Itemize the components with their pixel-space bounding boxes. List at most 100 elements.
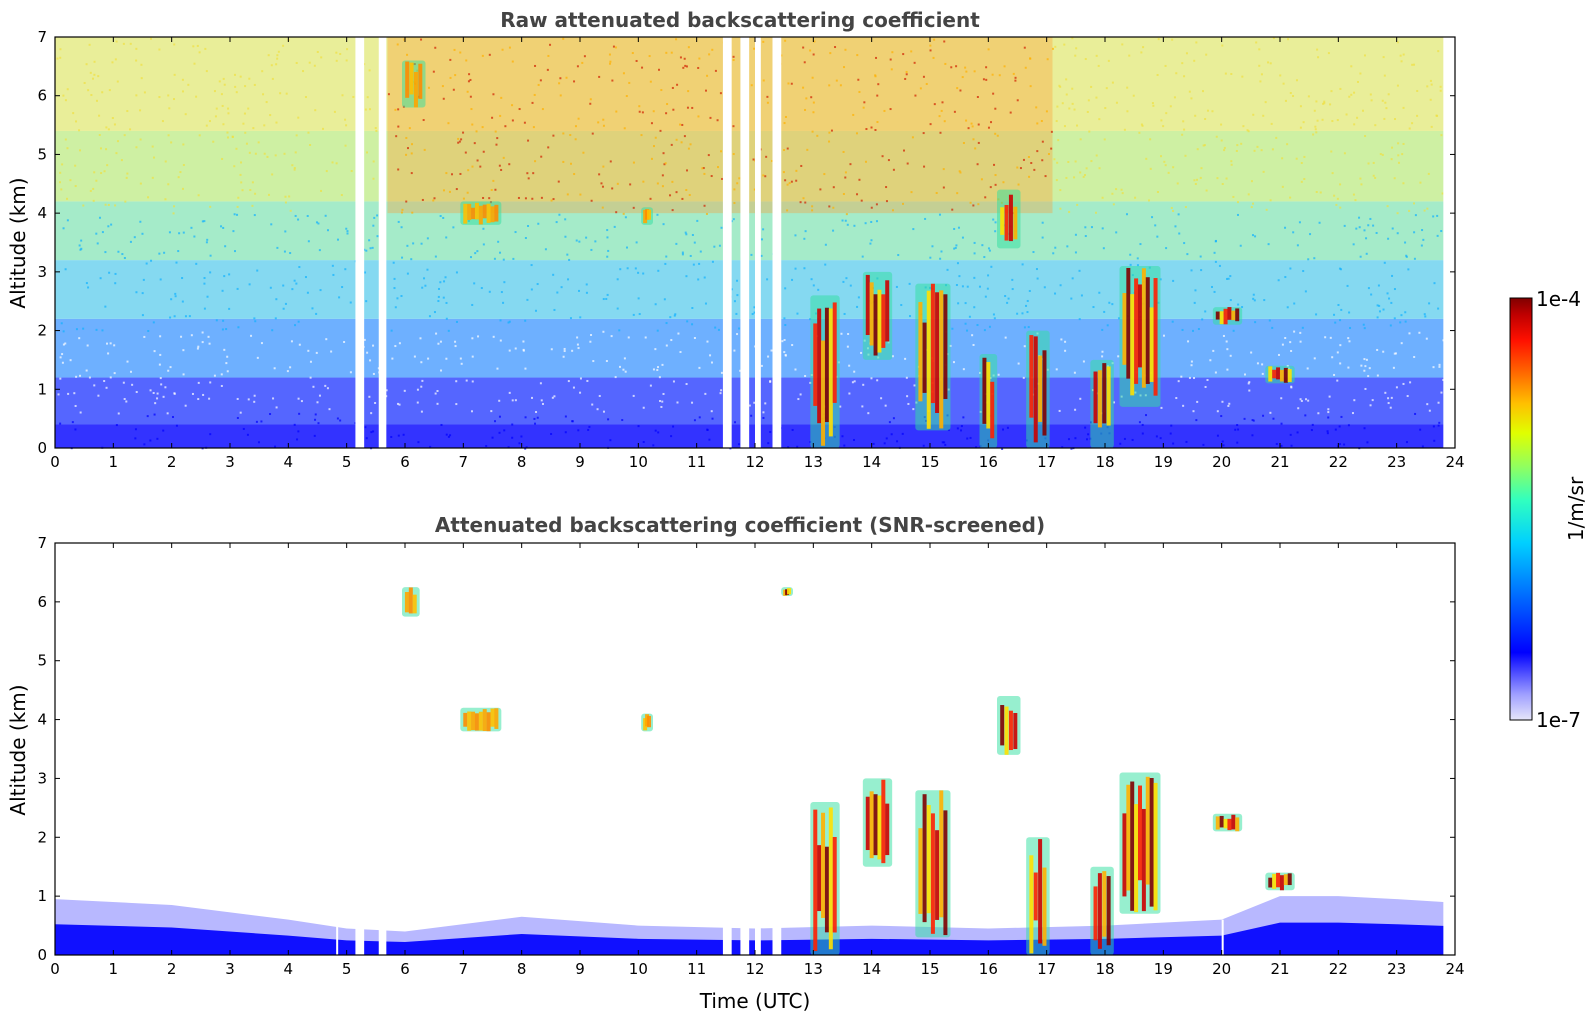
noise-speck bbox=[162, 395, 165, 398]
noise-speck bbox=[294, 324, 297, 327]
noise-speck bbox=[298, 343, 301, 346]
noise-speck bbox=[1426, 403, 1429, 406]
noise-speck bbox=[944, 62, 947, 65]
noise-speck bbox=[197, 345, 200, 348]
noise-speck bbox=[608, 53, 611, 56]
feature-streak bbox=[486, 203, 491, 223]
noise-speck bbox=[448, 190, 451, 193]
noise-speck bbox=[252, 127, 255, 130]
noise-speck bbox=[1360, 364, 1363, 367]
noise-speck bbox=[235, 147, 238, 150]
noise-speck bbox=[1296, 431, 1299, 434]
noise-speck bbox=[1281, 343, 1284, 346]
noise-speck bbox=[1347, 424, 1350, 427]
noise-speck bbox=[577, 117, 580, 120]
noise-speck bbox=[552, 134, 555, 137]
noise-speck bbox=[1026, 299, 1029, 302]
noise-speck bbox=[1079, 138, 1082, 141]
feature-streak bbox=[404, 592, 409, 613]
noise-speck bbox=[106, 164, 109, 167]
noise-speck bbox=[602, 118, 605, 121]
noise-speck bbox=[1327, 411, 1330, 414]
noise-speck bbox=[1436, 214, 1439, 217]
noise-speck bbox=[1404, 320, 1407, 323]
noise-speck bbox=[1405, 441, 1408, 444]
noise-speck bbox=[152, 321, 155, 324]
noise-speck bbox=[1313, 357, 1316, 360]
noise-speck bbox=[1271, 326, 1274, 329]
noise-speck bbox=[135, 146, 138, 149]
noise-speck bbox=[616, 278, 619, 281]
noise-speck bbox=[126, 110, 129, 113]
noise-speck bbox=[197, 194, 200, 197]
noise-speck bbox=[1232, 195, 1235, 198]
noise-speck bbox=[938, 213, 941, 216]
x-tick-label: 6 bbox=[400, 960, 410, 978]
bottom-plot-area bbox=[55, 587, 1444, 955]
noise-speck bbox=[591, 132, 594, 135]
noise-speck bbox=[113, 372, 116, 375]
feature-streak bbox=[1097, 370, 1102, 428]
noise-speck bbox=[426, 268, 429, 271]
noise-speck bbox=[1172, 166, 1175, 169]
noise-speck bbox=[476, 250, 479, 253]
noise-speck bbox=[858, 178, 861, 181]
noise-speck bbox=[499, 114, 502, 117]
noise-speck bbox=[1054, 292, 1057, 295]
noise-speck bbox=[906, 395, 909, 398]
noise-speck bbox=[1394, 352, 1397, 355]
noise-speck bbox=[1113, 401, 1116, 404]
noise-speck bbox=[1253, 149, 1256, 152]
noise-speck bbox=[550, 199, 553, 202]
noise-speck bbox=[973, 276, 976, 279]
noise-speck bbox=[150, 259, 153, 262]
noise-speck bbox=[642, 272, 645, 275]
noise-speck bbox=[1269, 411, 1272, 414]
noise-speck bbox=[152, 391, 155, 394]
noise-speck bbox=[527, 177, 530, 180]
noise-speck bbox=[632, 206, 635, 209]
noise-speck bbox=[1355, 227, 1358, 230]
noise-speck bbox=[511, 104, 514, 107]
noise-speck bbox=[82, 204, 85, 207]
feature-streak bbox=[1231, 814, 1236, 830]
noise-speck bbox=[1226, 368, 1229, 371]
noise-speck bbox=[661, 363, 664, 366]
noise-speck bbox=[1300, 180, 1303, 183]
noise-speck bbox=[107, 352, 110, 355]
y-tick-label: 5 bbox=[37, 145, 47, 163]
noise-speck bbox=[179, 171, 182, 174]
noise-speck bbox=[263, 152, 266, 155]
noise-speck bbox=[151, 176, 154, 179]
noise-speck bbox=[1420, 244, 1423, 247]
feature-streak bbox=[865, 796, 870, 851]
noise-speck bbox=[614, 46, 617, 49]
feature-streak bbox=[1219, 311, 1224, 325]
noise-speck bbox=[115, 152, 118, 155]
noise-speck bbox=[182, 231, 185, 234]
noise-speck bbox=[1011, 278, 1014, 281]
noise-speck bbox=[737, 443, 740, 446]
noise-speck bbox=[1016, 99, 1019, 102]
noise-speck bbox=[578, 240, 581, 243]
noise-speck bbox=[905, 70, 908, 73]
noise-speck bbox=[1132, 94, 1135, 97]
noise-speck bbox=[659, 129, 662, 132]
noise-speck bbox=[1063, 43, 1066, 46]
noise-speck bbox=[1123, 128, 1126, 131]
noise-speck bbox=[1112, 203, 1115, 206]
noise-speck bbox=[1406, 395, 1409, 398]
noise-speck bbox=[681, 251, 684, 254]
noise-speck bbox=[372, 224, 375, 227]
noise-speck bbox=[1175, 397, 1178, 400]
noise-speck bbox=[685, 65, 688, 68]
feature-streak bbox=[482, 709, 487, 732]
noise-speck bbox=[782, 171, 785, 174]
noise-speck bbox=[62, 227, 65, 230]
noise-speck bbox=[115, 424, 118, 427]
noise-speck bbox=[420, 38, 423, 41]
noise-speck bbox=[1001, 447, 1004, 450]
noise-speck bbox=[648, 55, 651, 58]
noise-speck bbox=[514, 347, 517, 350]
noise-speck bbox=[293, 166, 296, 169]
